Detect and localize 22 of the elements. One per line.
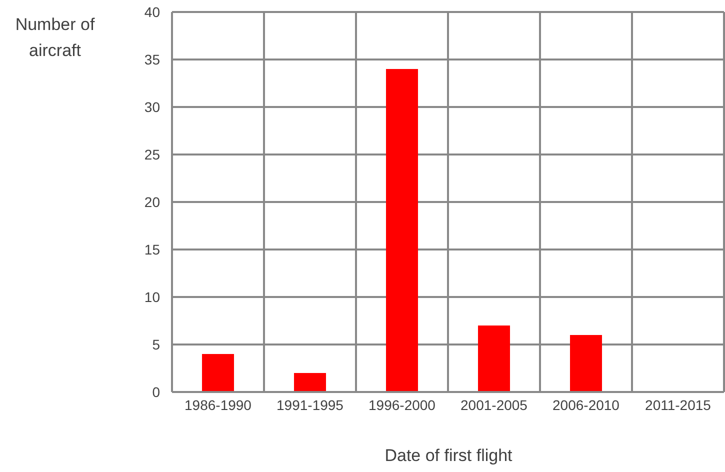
x-tick-label: 1986-1990 (184, 396, 252, 413)
y-tick-label: 0 (152, 384, 160, 400)
x-axis-title: Date of first flight (384, 446, 514, 466)
y-tick-label: 10 (144, 288, 160, 305)
bar (202, 354, 234, 392)
x-tick-label: 1991-1995 (276, 396, 344, 413)
y-tick-label: 25 (144, 146, 160, 162)
y-tick-label: 35 (144, 51, 160, 68)
y-tick-label: 15 (144, 241, 160, 258)
y-tick-label: 40 (144, 4, 160, 20)
y-tick-label: 5 (152, 336, 160, 352)
y-tick-label: 30 (144, 98, 160, 115)
x-tick-label: 2006-2010 (552, 396, 620, 413)
y-axis-title: Number of aircraft (14, 14, 96, 62)
x-tick-label: 2011-2015 (645, 396, 712, 413)
bar (570, 335, 602, 392)
x-tick-label: 2001-2005 (460, 396, 528, 413)
y-tick-label: 20 (144, 194, 160, 210)
bar (386, 69, 418, 392)
x-tick-label: 1996-2000 (368, 396, 436, 413)
bar (478, 326, 510, 392)
bar (294, 373, 326, 392)
